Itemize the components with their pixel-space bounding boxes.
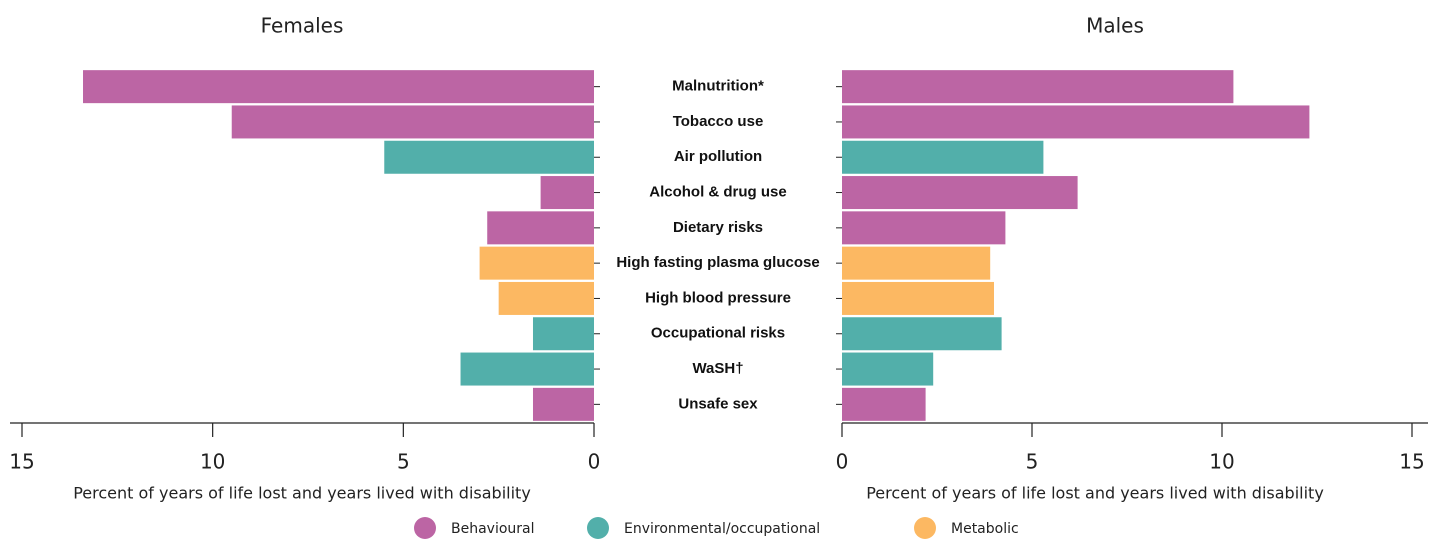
category-label: Malnutrition* bbox=[672, 78, 764, 95]
x-tick-label: 0 bbox=[588, 450, 601, 474]
bar bbox=[460, 352, 594, 386]
bar bbox=[842, 352, 934, 386]
category-label: Occupational risks bbox=[651, 325, 785, 342]
x-tick-label: 5 bbox=[1026, 450, 1039, 474]
x-tick-label: 10 bbox=[1209, 450, 1234, 474]
bar bbox=[842, 317, 1002, 351]
bar bbox=[842, 211, 1006, 245]
bar bbox=[532, 387, 594, 421]
category-label: Dietary risks bbox=[673, 219, 763, 236]
category-label: Air pollution bbox=[674, 148, 762, 165]
panel-title: Females bbox=[261, 14, 344, 38]
legend-swatch bbox=[587, 517, 609, 539]
bar bbox=[384, 140, 594, 174]
category-label: Tobacco use bbox=[673, 113, 764, 130]
bar bbox=[83, 70, 594, 104]
x-tick-label: 0 bbox=[836, 450, 849, 474]
bar bbox=[231, 105, 594, 139]
bar bbox=[498, 281, 594, 315]
legend-swatch bbox=[414, 517, 436, 539]
legend-label: Environmental/occupational bbox=[624, 521, 820, 537]
category-label: Unsafe sex bbox=[678, 395, 758, 412]
x-tick-label: 15 bbox=[9, 450, 34, 474]
bar bbox=[479, 246, 594, 280]
x-axis-label: Percent of years of life lost and years … bbox=[866, 484, 1324, 503]
bar bbox=[842, 140, 1044, 174]
x-tick-label: 10 bbox=[200, 450, 225, 474]
bar bbox=[842, 387, 926, 421]
x-tick-label: 5 bbox=[397, 450, 410, 474]
x-axis-label: Percent of years of life lost and years … bbox=[73, 484, 531, 503]
bar bbox=[540, 176, 594, 210]
legend-label: Metabolic bbox=[951, 521, 1019, 537]
x-tick-label: 15 bbox=[1399, 450, 1424, 474]
bar bbox=[842, 176, 1078, 210]
bar bbox=[842, 281, 994, 315]
panel-title: Males bbox=[1086, 14, 1144, 38]
bar bbox=[487, 211, 594, 245]
bar bbox=[842, 246, 991, 280]
category-label: Alcohol & drug use bbox=[649, 184, 787, 201]
category-label: High fasting plasma glucose bbox=[616, 254, 819, 271]
legend-swatch bbox=[914, 517, 936, 539]
bar bbox=[532, 317, 594, 351]
bar bbox=[842, 70, 1234, 104]
category-label: WaSH† bbox=[692, 360, 743, 377]
legend-label: Behavioural bbox=[451, 521, 535, 537]
category-label: High blood pressure bbox=[645, 289, 791, 306]
bar bbox=[842, 105, 1310, 139]
